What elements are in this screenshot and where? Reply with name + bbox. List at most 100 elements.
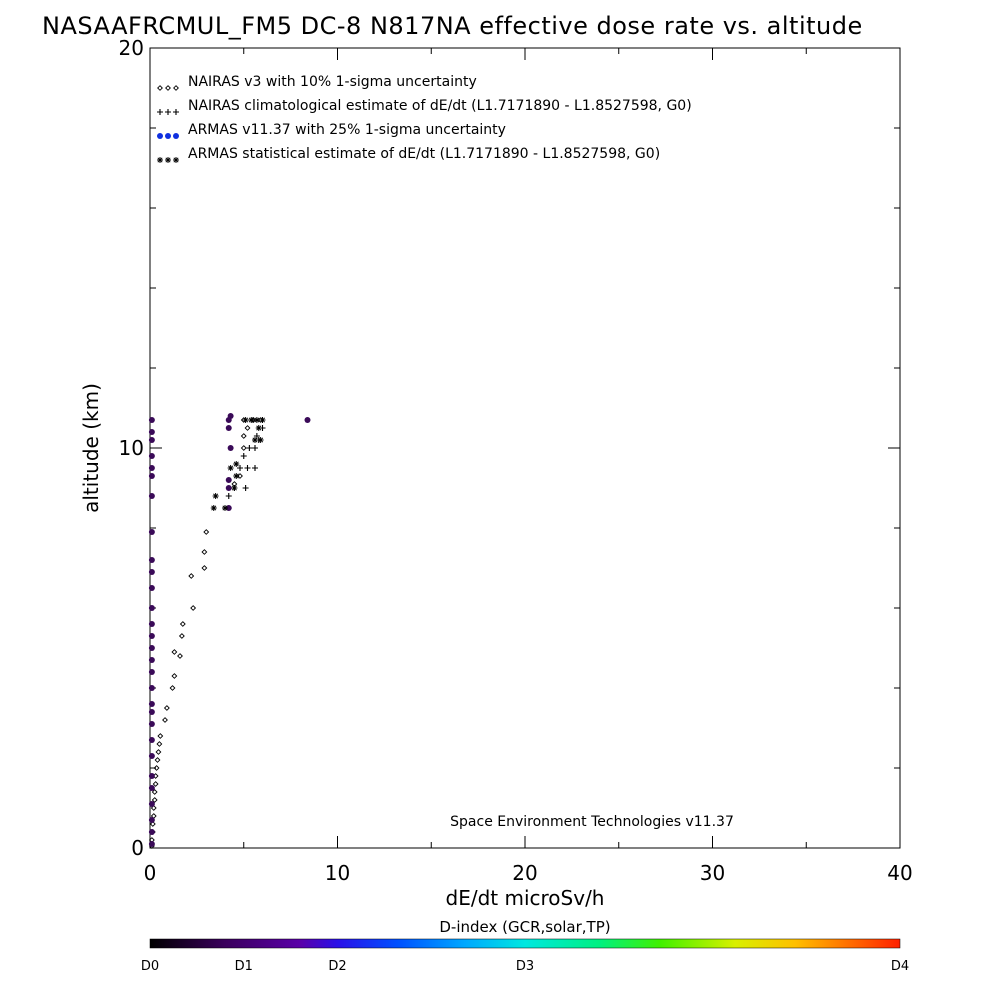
data-point — [210, 505, 217, 511]
data-point — [148, 685, 155, 691]
data-point — [227, 445, 234, 451]
legend-entry: NAIRAS climatological estimate of dE/dt … — [157, 98, 692, 115]
legend-label: NAIRAS v3 with 10% 1-sigma uncertainty — [188, 74, 477, 90]
data-point — [148, 569, 155, 575]
legend-label: ARMAS statistical estimate of dE/dt (L1.… — [188, 146, 660, 162]
data-point — [255, 425, 262, 431]
legend-marker — [165, 133, 171, 139]
legend-entry: NAIRAS v3 with 10% 1-sigma uncertainty — [157, 74, 477, 91]
data-point — [148, 829, 155, 835]
data-point — [156, 741, 163, 747]
data-point — [242, 485, 249, 491]
data-point — [148, 585, 155, 591]
data-point — [246, 445, 253, 451]
legend-label: NAIRAS climatological estimate of dE/dt … — [188, 98, 692, 114]
data-point — [225, 425, 232, 431]
data-point — [240, 433, 247, 439]
x-axis-label: dE/dt microSv/h — [446, 886, 605, 910]
data-point — [252, 445, 258, 451]
data-point — [148, 841, 155, 847]
data-point — [179, 621, 186, 627]
x-tick-label: 20 — [512, 861, 537, 885]
data-point — [227, 413, 234, 419]
data-point — [148, 817, 155, 823]
data-point — [148, 529, 155, 535]
data-point — [201, 565, 208, 571]
data-point — [148, 773, 155, 779]
data-point — [177, 653, 183, 659]
data-point — [233, 473, 240, 479]
legend-marker — [165, 157, 171, 163]
data-point — [225, 493, 232, 499]
data-point — [225, 505, 232, 511]
data-point — [148, 473, 155, 479]
data-point — [203, 529, 210, 535]
colorbar-tick-label: D0 — [141, 959, 159, 974]
legend-marker — [157, 109, 163, 115]
data-point — [148, 669, 155, 675]
legend-marker — [173, 157, 179, 163]
data-point — [148, 645, 155, 651]
data-point — [148, 633, 155, 639]
data-point — [155, 749, 162, 755]
colorbar-tick-label: D2 — [328, 959, 346, 974]
colorbar-label: D-index (GCR,solar,TP) — [439, 918, 610, 936]
data-point — [148, 437, 155, 443]
data-point — [148, 493, 155, 499]
data-point — [201, 549, 208, 555]
legend-marker — [173, 133, 179, 139]
plot-frame — [149, 47, 901, 849]
data-point — [257, 437, 264, 443]
data-point — [157, 733, 164, 739]
data-point — [252, 437, 258, 443]
x-tick-label: 10 — [325, 861, 350, 885]
data-point — [169, 685, 176, 691]
data-point — [225, 485, 232, 491]
y-tick-label: 20 — [119, 36, 144, 60]
data-point — [237, 465, 243, 471]
y-tick-label: 0 — [131, 836, 144, 860]
data-point — [148, 557, 155, 563]
legend-marker — [165, 85, 171, 91]
data-point — [149, 821, 156, 827]
x-tick-label: 30 — [700, 861, 725, 885]
data-point — [248, 417, 255, 423]
data-point — [148, 721, 155, 727]
credit-text: Space Environment Technologies v11.37 — [450, 814, 734, 830]
y-axis-label: altitude (km) — [79, 383, 103, 513]
legend-marker — [173, 109, 179, 115]
legend-marker — [157, 133, 163, 139]
data-point — [304, 417, 311, 423]
data-point — [212, 493, 219, 499]
data-point — [222, 505, 228, 511]
legend-marker — [157, 85, 163, 91]
data-point — [233, 461, 240, 467]
data-point — [151, 797, 158, 803]
colorbar — [149, 938, 901, 949]
data-point — [227, 465, 234, 471]
data-point — [171, 673, 178, 679]
data-point — [162, 717, 168, 723]
data-point — [242, 417, 249, 423]
data-point — [171, 649, 178, 655]
data-point — [225, 477, 232, 483]
colorbar-tick-label: D3 — [516, 959, 534, 974]
legend-marker — [173, 85, 179, 91]
x-tick-label: 40 — [887, 861, 912, 885]
data-point — [231, 485, 238, 491]
data-point — [150, 805, 157, 811]
legend-marker — [165, 109, 171, 115]
data-point — [240, 445, 247, 451]
colorbar-tick-label: D1 — [235, 959, 253, 974]
data-point — [244, 425, 251, 431]
data-point — [148, 465, 155, 471]
legend-entry: ARMAS v11.37 with 25% 1-sigma uncertaint… — [157, 122, 506, 139]
data-point — [259, 417, 266, 423]
data-point — [148, 417, 155, 423]
data-point — [148, 621, 155, 627]
data-point — [237, 473, 243, 479]
data-point — [244, 465, 251, 471]
data-point — [178, 633, 185, 639]
y-tick-label: 10 — [119, 436, 144, 460]
